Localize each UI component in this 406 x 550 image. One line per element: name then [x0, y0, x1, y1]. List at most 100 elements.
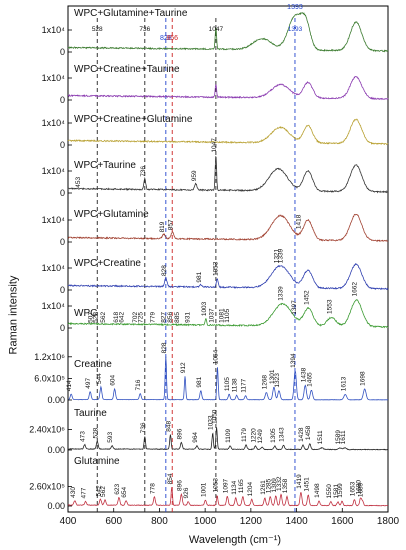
peak-label: 1323 — [274, 373, 281, 388]
y-axis-title-box: Raman intensity — [2, 240, 24, 390]
peak-label: 827 — [161, 312, 168, 323]
series-title: WPC+Creatine — [74, 258, 141, 269]
peak-label: 1165 — [238, 479, 245, 493]
peak-label: 1465 — [306, 372, 313, 387]
x-tick-label: 1200 — [240, 516, 263, 527]
peak-label: 1452 — [303, 290, 310, 305]
x-tick-label: 1600 — [331, 516, 354, 527]
peak-label: 528 — [92, 427, 99, 438]
y-tick-label: 6.0x10⁵ — [34, 373, 65, 383]
series-taurine: Taurine 0.00 2.40x10⁶ 473 528 593 736 848 896 964… — [29, 408, 389, 455]
y-tick-label: 0 — [60, 323, 65, 333]
peak-label: 981 — [196, 376, 203, 387]
peak-label: 1047 — [209, 26, 224, 33]
peak-label: 1054 — [213, 349, 220, 364]
peak-label: 1428 — [298, 427, 305, 442]
peak-label: 1220 — [250, 428, 257, 443]
x-axis-title: Wavelength (cm⁻¹) — [188, 534, 282, 546]
reference-label-856: 856 — [166, 35, 178, 42]
spectrum-line — [67, 213, 389, 243]
x-tick-label: 1800 — [377, 516, 400, 527]
peak-label: 1613 — [340, 376, 347, 391]
peak-label: 1550 — [326, 484, 333, 499]
y-tick-label: 1x10⁴ — [42, 25, 66, 35]
peak-label: 1105 — [224, 377, 231, 391]
peak-label: 736 — [139, 26, 150, 33]
peak-label: 1105 — [224, 308, 231, 322]
reference-label-1393: 1393 — [287, 4, 303, 11]
peak-label: 414 — [66, 380, 73, 391]
spectrum-line — [67, 299, 389, 329]
peak-label: 477 — [81, 487, 88, 498]
peak-label: 1261 — [260, 480, 267, 495]
peak-label: 1498 — [314, 483, 321, 498]
peak-label: 779 — [150, 312, 157, 323]
peak-label: 854 — [167, 473, 174, 484]
spectrum-line — [67, 12, 389, 53]
series-wpc-creatine-taurine: WPC+Creatine+Taurine 0 1x10⁴ — [42, 64, 389, 105]
peak-label: 1268 — [261, 375, 268, 390]
peak-label: 725 — [137, 312, 144, 323]
peak-label: 542 — [96, 485, 103, 496]
peak-label: 1451 — [303, 477, 310, 492]
peak-label: 1358 — [282, 478, 289, 493]
peak-label: 1662 — [352, 282, 359, 297]
peak-label: 1511 — [317, 430, 324, 444]
peak-label: 1589 — [335, 430, 342, 445]
peak-label: 931 — [184, 312, 191, 323]
series-title: WPC+Creatine+Glutamine — [74, 114, 193, 125]
peak-label: 857 — [168, 219, 175, 230]
peak-label: 1053 — [212, 478, 219, 493]
peak-label: 896 — [176, 480, 183, 491]
series-title: WPC+Glutamine+Taurine — [74, 8, 188, 19]
x-tick-label: 600 — [105, 516, 122, 527]
series-wpc-glutamine: WPC+Glutamine 0 1x10⁴ 819 857 1418 — [42, 209, 389, 247]
peak-label: 1033 — [208, 415, 215, 430]
series-wpc-taurine: WPC+Taurine 0 1x10⁴ 453 736 959 1047 — [42, 138, 389, 198]
peak-label: 1109 — [225, 428, 232, 442]
y-tick-label: 2.60x10⁵ — [29, 482, 65, 492]
peak-label: 1611 — [340, 430, 347, 444]
peak-label: 981 — [196, 271, 203, 282]
peak-label: 1394 — [290, 353, 297, 368]
peak-label: 778 — [149, 483, 156, 494]
peak-label: 528 — [92, 312, 99, 323]
y-tick-label: 0.00 — [47, 395, 65, 405]
y-tick-label: 0 — [60, 140, 65, 150]
peak-label: 544 — [96, 373, 103, 384]
peak-label: 473 — [80, 431, 87, 442]
peak-label: 736 — [140, 166, 147, 177]
spectrum-line — [67, 156, 389, 194]
peak-label: 1204 — [247, 481, 254, 496]
peak-label: 1393 — [288, 26, 303, 33]
peak-label: 1134 — [231, 480, 238, 494]
series-title: WPC+Glutamine — [74, 209, 149, 220]
y-tick-label: 0 — [60, 188, 65, 198]
peak-label: 562 — [100, 312, 107, 323]
series-title: WPC+Taurine — [74, 160, 136, 171]
y-tick-label: 1x10⁴ — [42, 301, 66, 311]
peak-label: 885 — [174, 312, 181, 323]
series-title: WPC — [74, 308, 97, 319]
peak-label: 964 — [192, 432, 199, 443]
peak-label: 1285 — [265, 478, 272, 493]
peak-label: 1418 — [296, 214, 303, 229]
x-tick-label: 1400 — [285, 516, 308, 527]
y-tick-label: 1.2x10⁶ — [34, 352, 65, 362]
spectrum-line — [67, 427, 389, 451]
series-title: Creatine — [74, 359, 112, 370]
y-tick-label: 2.40x10⁶ — [29, 425, 65, 435]
spectrum-line — [68, 75, 389, 101]
peak-label: 1081 — [219, 308, 226, 323]
peak-label: 1680 — [356, 480, 363, 495]
y-axis-title: Raman intensity — [7, 275, 19, 355]
peak-label: 1553 — [326, 299, 333, 314]
series-title: Glutamine — [74, 456, 120, 467]
series-title: WPC+Creatine+Taurine — [74, 64, 180, 75]
peak-label: 654 — [121, 487, 128, 498]
peak-label: 1321 — [274, 248, 281, 263]
peak-label: 507 — [88, 312, 95, 323]
spectrum-line — [67, 487, 389, 507]
